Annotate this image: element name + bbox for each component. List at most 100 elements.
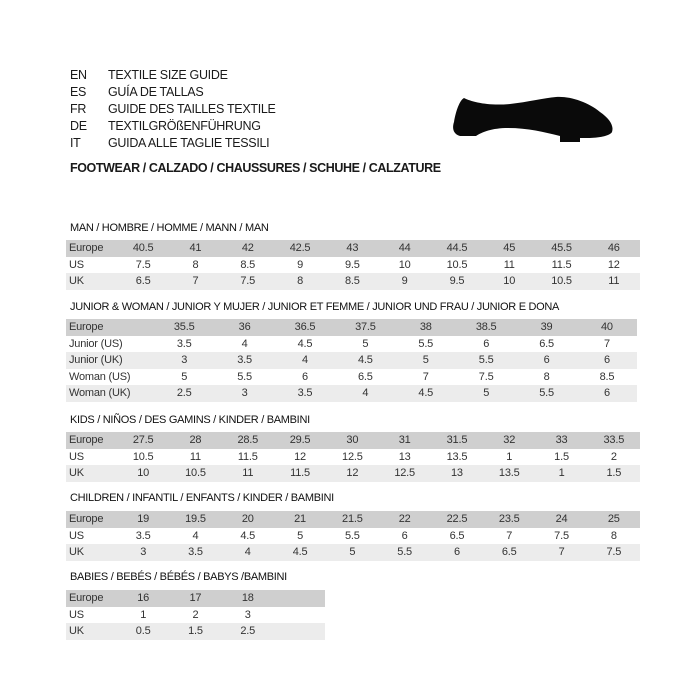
size-cell: 5	[362, 337, 369, 350]
size-cell: 6	[401, 529, 408, 542]
size-cell: 10	[503, 275, 516, 288]
size-cell: 11.5	[237, 450, 258, 463]
size-cell: 5	[422, 354, 429, 367]
size-cell: 5.5	[237, 370, 252, 383]
size-cell: 4.5	[418, 387, 434, 400]
size-cell: 45	[503, 242, 516, 255]
row-label: US	[69, 529, 84, 542]
size-cell: 2.5	[240, 625, 256, 638]
size-cell: 7	[192, 275, 199, 288]
size-cell: 6	[603, 354, 610, 367]
size-cell: 3.5	[297, 387, 313, 400]
size-cell: 3	[140, 546, 147, 559]
size-cell: 3.5	[135, 529, 151, 542]
row-label: US	[69, 450, 84, 463]
lang-es: ES GUÍA DE TALLAS	[70, 85, 204, 99]
section-title: KIDS / NIÑOS / DES GAMINS / KINDER / BAM…	[70, 414, 310, 426]
size-cell: 44	[398, 242, 411, 255]
size-cell: 37.5	[355, 321, 376, 334]
size-cell: 1	[140, 608, 147, 621]
size-cell: 10.5	[185, 467, 206, 480]
size-cell: 38	[419, 321, 432, 334]
size-cell: 25	[607, 513, 620, 526]
size-cell: 19.5	[185, 513, 206, 526]
size-cell: 10.5	[446, 258, 468, 271]
table-row: Europe 35.5 36 36.5 37.5 38 38.5 39 40	[66, 319, 638, 336]
size-cell: 2.5	[176, 387, 192, 400]
size-cell: 7.5	[135, 258, 151, 271]
size-cell: 4	[302, 354, 308, 367]
size-cell: 11.5	[551, 258, 572, 271]
size-cell: 10.5	[132, 450, 154, 463]
size-cell: 5.5	[344, 529, 360, 542]
size-cell: 12.5	[394, 467, 415, 480]
size-cell: 1.5	[188, 625, 203, 638]
size-cell: 4.5	[358, 354, 373, 367]
lang-fr: FR GUIDE DES TAILLES TEXTILE	[70, 102, 276, 116]
footwear-heading: FOOTWEAR / CALZADO / CHAUSSURES / SCHUHE…	[70, 161, 441, 175]
size-cell: 8	[543, 370, 550, 383]
size-cell: 7.5	[478, 370, 494, 383]
size-cell: 6	[453, 546, 460, 559]
lang-code: ES	[70, 85, 87, 99]
size-cell: 13.5	[446, 450, 468, 463]
section-title: JUNIOR & WOMAN / JUNIOR Y MUJER / JUNIOR…	[70, 301, 560, 313]
size-cell: 4.5	[292, 546, 308, 559]
size-cell: 33	[555, 434, 568, 447]
size-cell: 7.5	[606, 546, 622, 559]
lang-code: EN	[70, 68, 87, 82]
row-label: Europe	[69, 321, 104, 334]
size-cell: 6	[603, 387, 610, 400]
size-cell: 43	[346, 242, 359, 255]
size-cell: 6	[483, 337, 490, 350]
size-cell: 19	[137, 513, 150, 526]
row-label: Europe	[69, 513, 104, 526]
size-cell: 31.5	[446, 434, 468, 447]
size-cell: 46	[607, 242, 620, 255]
size-table: Europe 27.5 28 28.5 29.5 30 31 31.5 32 33 33.5 US 10…	[66, 432, 640, 482]
size-cell: 5	[297, 529, 303, 542]
size-cell: 5.5	[539, 387, 554, 400]
size-cell: 11	[608, 275, 620, 288]
lang-code: FR	[70, 102, 87, 116]
row-label: UK	[69, 467, 84, 480]
size-cell: 11	[242, 467, 254, 480]
size-cell: 36	[238, 321, 251, 334]
size-cell: 6.5	[539, 337, 554, 350]
size-cell: 17	[189, 592, 202, 605]
size-cell: 24	[555, 513, 568, 526]
size-cell: 39	[540, 321, 553, 334]
size-cell: 29.5	[289, 434, 311, 447]
lang-title: TEXTILGRÖßENFÜHRUNG	[108, 119, 261, 133]
lang-title: GUIDA ALLE TAGLIE TESSILI	[108, 136, 270, 150]
size-cell: 3	[244, 608, 251, 621]
size-cell: 5.5	[397, 546, 412, 559]
size-cell: 13.5	[498, 467, 520, 480]
table-row: Woman (UK) 2.5 3 3.5 4 4.5 5 5.5 6	[66, 385, 638, 402]
row-label: Europe	[69, 592, 104, 605]
size-cell: 41	[189, 242, 202, 255]
size-cell: 36.5	[294, 321, 316, 334]
size-cell: 13	[398, 450, 411, 463]
lang-code: IT	[70, 136, 81, 150]
size-cell: 7.5	[554, 529, 569, 542]
size-cell: 7	[558, 546, 565, 559]
size-cell: 3	[181, 354, 188, 367]
table-row: US 7.5 8 8.5 9 9.5 10 10.5 11 11.5 12	[66, 256, 640, 273]
size-cell: 7.5	[240, 275, 256, 288]
size-cell: 28.5	[237, 434, 259, 447]
size-cell: 8.5	[344, 275, 360, 288]
size-cell: 3.5	[176, 337, 192, 350]
size-cell: 7	[603, 337, 610, 350]
table-row: UK 6.5 7 7.5 8 8.5 9 9.5 10 10.5 11	[66, 273, 640, 290]
size-cell: 28	[189, 434, 202, 447]
size-cell: 12	[294, 450, 306, 463]
size-cell: 38.5	[475, 321, 497, 334]
size-cell: 3.5	[237, 354, 252, 367]
size-cell: 7	[422, 370, 429, 383]
table-row: US 10.5 11 11.5 12 12.5 13 13.5 1 1.5 2	[66, 448, 640, 465]
size-cell: 5.5	[478, 354, 494, 367]
row-label: Europe	[69, 434, 104, 447]
size-cell: 21	[294, 513, 306, 526]
size-cell: 35.5	[173, 321, 195, 334]
